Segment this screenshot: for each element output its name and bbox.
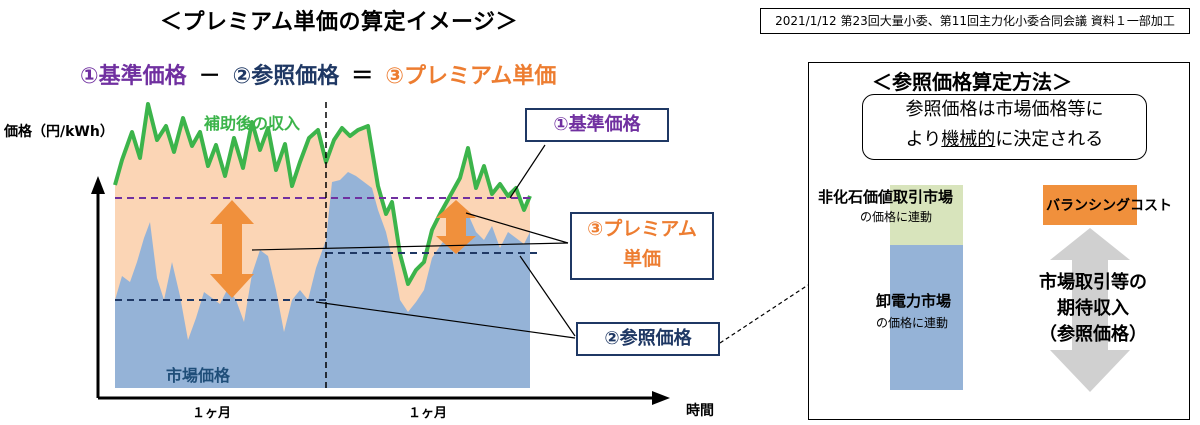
wholesale-market-label: 卸電力市場 bbox=[876, 292, 952, 310]
formula-premium: ③プレミアム単価 bbox=[385, 64, 557, 89]
formula-minus: － bbox=[198, 64, 221, 89]
panel-desc-post: に決定される bbox=[995, 129, 1104, 150]
formula-base-price: ①基準価格 bbox=[80, 64, 187, 89]
base-price-callout: ①基準価格 bbox=[525, 108, 669, 142]
month-label-2: １ヶ月 bbox=[408, 406, 448, 421]
panel-description: 参照価格は市場価格等に より機械的に決定される bbox=[862, 94, 1147, 160]
panel-connector bbox=[719, 284, 809, 344]
expected-revenue-line3: （参照価格） bbox=[1039, 324, 1147, 345]
non-fossil-block bbox=[890, 185, 963, 245]
expected-revenue-line2: 期待収入 bbox=[1057, 298, 1129, 319]
premium-callout-line-1 bbox=[251, 242, 569, 251]
x-axis-label: 時間 bbox=[686, 403, 714, 419]
formula-equals: ＝ bbox=[351, 64, 374, 89]
balancing-cost-label: バランシングコスト bbox=[1046, 198, 1172, 214]
non-fossil-market-label: 非化石価値取引市場 bbox=[818, 188, 954, 206]
panel-desc-pre: より bbox=[905, 129, 942, 150]
month-label-1: １ヶ月 bbox=[192, 406, 232, 421]
panel-desc-underlined: 機械的 bbox=[941, 129, 996, 150]
source-note: 2021/1/12 第23回大量小委、第11回主力化小委合同会議 資料１一部加工 bbox=[760, 8, 1190, 34]
formula-reference-price: ②参照価格 bbox=[232, 64, 340, 89]
premium-callout: ③プレミアム 単価 bbox=[570, 212, 714, 280]
reference-callout-line-1 bbox=[315, 301, 576, 339]
page-title: ＜プレミアム単価の算定イメージ＞ bbox=[160, 10, 519, 35]
y-axis-arrowhead bbox=[91, 176, 105, 194]
balancing-cost-block bbox=[1043, 185, 1137, 225]
base-callout-line bbox=[509, 144, 546, 199]
panel-desc-line1: 参照価格は市場価格等に bbox=[905, 99, 1104, 120]
panel-title: ＜参照価格算定方法＞ bbox=[872, 70, 1072, 94]
wholesale-sub-label: の価格に連動 bbox=[876, 316, 949, 330]
panel-desc-line2: より機械的に決定される bbox=[863, 125, 1146, 155]
premium-callout-line-2 bbox=[465, 212, 569, 244]
premium-callout-line2: 単価 bbox=[622, 248, 661, 270]
y-axis-label: 価格（円/kWh） bbox=[4, 124, 114, 140]
formula: ①基準価格 － ②参照価格 ＝ ③プレミアム単価 bbox=[80, 58, 556, 90]
reference-callout-line-2 bbox=[519, 255, 576, 337]
expected-revenue-label: 市場取引等の 期待収入 （参照価格） bbox=[1008, 270, 1178, 348]
premium-callout-line1: ③プレミアム bbox=[587, 218, 697, 240]
expected-revenue-line1: 市場取引等の bbox=[1039, 272, 1147, 293]
wholesale-block bbox=[890, 245, 963, 390]
non-fossil-sub-label: の価格に連動 bbox=[860, 210, 933, 224]
supported-revenue-label: 補助後の収入 bbox=[204, 114, 301, 133]
x-axis-arrowhead bbox=[652, 391, 670, 405]
reference-price-method-panel bbox=[808, 62, 1190, 420]
expected-revenue-arrow bbox=[1050, 228, 1130, 392]
market-price-area bbox=[115, 172, 530, 388]
market-price-label: 市場価格 bbox=[166, 366, 231, 385]
premium-arrow-large bbox=[210, 200, 254, 298]
reference-price-callout: ②参照価格 bbox=[576, 322, 720, 356]
